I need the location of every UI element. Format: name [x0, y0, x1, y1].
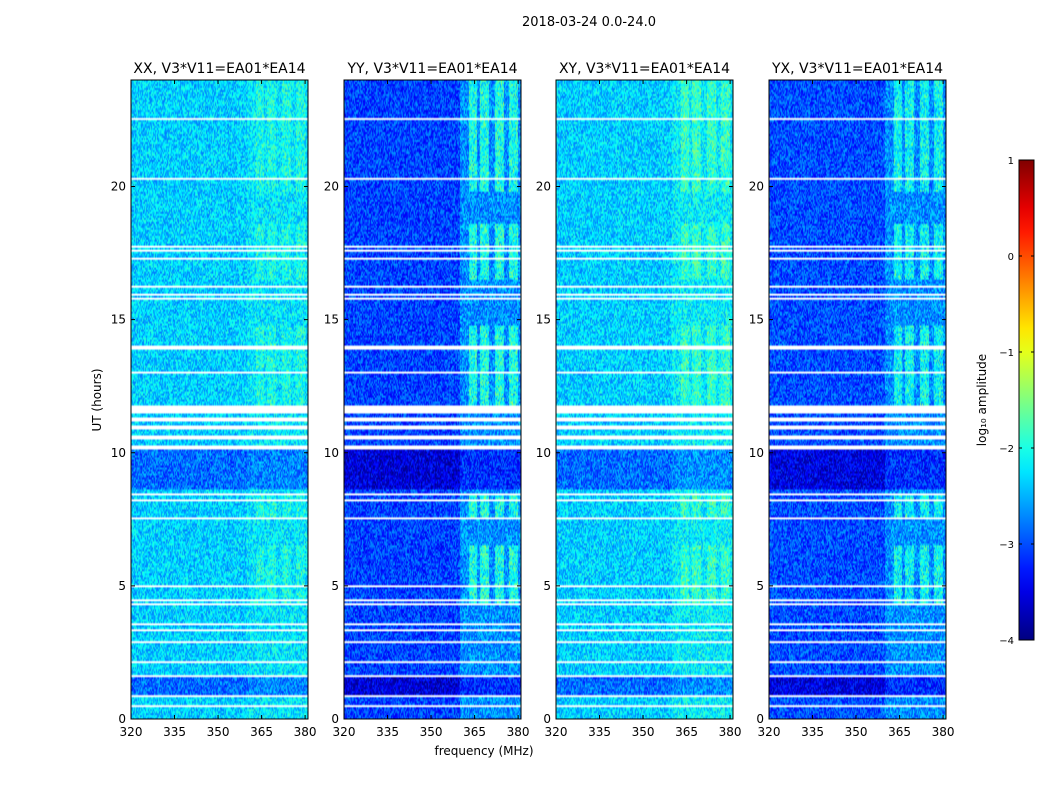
x-tick-label: 365 — [675, 725, 698, 739]
panel-title: XY, V3*V11=EA01*EA14 — [559, 61, 730, 77]
y-tick-label: 20 — [111, 180, 126, 194]
x-tick-label: 365 — [250, 725, 273, 739]
panel-xx: XX, V3*V11=EA01*EA14 320 335 350 365 380 0 5 10 1… — [111, 61, 317, 739]
y-tick-label: 10 — [324, 446, 339, 460]
colorbar-label: log₁₀ amplitude — [975, 354, 989, 446]
x-tick-label: 350 — [845, 725, 868, 739]
y-tick-label: 0 — [756, 712, 764, 726]
panel-title: YX, V3*V11=EA01*EA14 — [771, 61, 943, 77]
heatmap-xx — [131, 80, 308, 719]
colorbar-tick-label: 1 — [1008, 156, 1014, 167]
colorbar-tick-label: −2 — [999, 444, 1014, 455]
panel-frame — [555, 79, 734, 720]
panels: XX, V3*V11=EA01*EA14 320 335 350 365 380 0 5 10 1… — [111, 61, 955, 739]
x-tick-label: 350 — [420, 725, 443, 739]
panel-title: XX, V3*V11=EA01*EA14 — [133, 61, 305, 77]
x-tick-label: 320 — [120, 725, 143, 739]
x-tick-label: 365 — [463, 725, 486, 739]
y-tick-label: 0 — [118, 712, 126, 726]
x-axis-label: frequency (MHz) — [434, 744, 533, 758]
x-tick-label: 335 — [163, 725, 186, 739]
y-tick-label: 15 — [111, 313, 126, 327]
colorbar-scale — [1018, 159, 1035, 641]
y-tick-label: 5 — [543, 579, 551, 593]
colorbar-tick-label: −1 — [999, 348, 1014, 359]
y-tick-label: 5 — [756, 579, 764, 593]
y-tick-label: 15 — [324, 313, 339, 327]
x-tick-label: 380 — [507, 725, 530, 739]
y-tick-label: 20 — [749, 180, 764, 194]
panel-yy: YY, V3*V11=EA01*EA14 320 335 350 365 380 0 5 10 1… — [324, 61, 530, 739]
x-tick-label: 320 — [333, 725, 356, 739]
x-tick-label: 320 — [758, 725, 781, 739]
x-tick-label: 380 — [719, 725, 742, 739]
heatmap-xy — [556, 80, 733, 719]
y-tick-label: 10 — [536, 446, 551, 460]
x-tick-label: 350 — [207, 725, 230, 739]
panel-frame — [130, 79, 309, 720]
y-tick-label: 20 — [324, 180, 339, 194]
panel-frame — [768, 79, 947, 720]
panel-yx: YX, V3*V11=EA01*EA14 320 335 350 365 380 0 5 10 1… — [749, 61, 955, 739]
y-tick-label: 10 — [749, 446, 764, 460]
figure-title: 2018-03-24 0.0-24.0 — [522, 15, 656, 30]
panel-title: YY, V3*V11=EA01*EA14 — [346, 61, 517, 77]
heatmap-yy — [344, 80, 521, 719]
x-tick-label: 365 — [888, 725, 911, 739]
x-tick-label: 320 — [545, 725, 568, 739]
x-tick-label: 380 — [932, 725, 955, 739]
x-tick-label: 380 — [294, 725, 317, 739]
x-tick-label: 350 — [632, 725, 655, 739]
y-axis-label: UT (hours) — [90, 368, 104, 431]
y-tick-label: 20 — [536, 180, 551, 194]
panel-xy: XY, V3*V11=EA01*EA14 320 335 350 365 380 0 5 10 1… — [536, 61, 742, 739]
y-tick-label: 15 — [536, 313, 551, 327]
y-tick-label: 15 — [749, 313, 764, 327]
heatmap-yx — [769, 80, 946, 719]
y-tick-label: 5 — [331, 579, 339, 593]
y-tick-label: 0 — [543, 712, 551, 726]
x-tick-label: 335 — [801, 725, 824, 739]
colorbar-tick-label: 0 — [1008, 252, 1014, 263]
y-tick-label: 10 — [111, 446, 126, 460]
y-tick-label: 0 — [331, 712, 339, 726]
colorbar: 1 0 −1 −2 −3 −4 — [999, 156, 1035, 647]
y-tick-label: 5 — [118, 579, 126, 593]
x-tick-label: 335 — [376, 725, 399, 739]
x-tick-label: 335 — [588, 725, 611, 739]
colorbar-tick-label: −4 — [999, 636, 1014, 647]
panel-frame — [343, 79, 522, 720]
colorbar-tick-label: −3 — [999, 540, 1014, 551]
